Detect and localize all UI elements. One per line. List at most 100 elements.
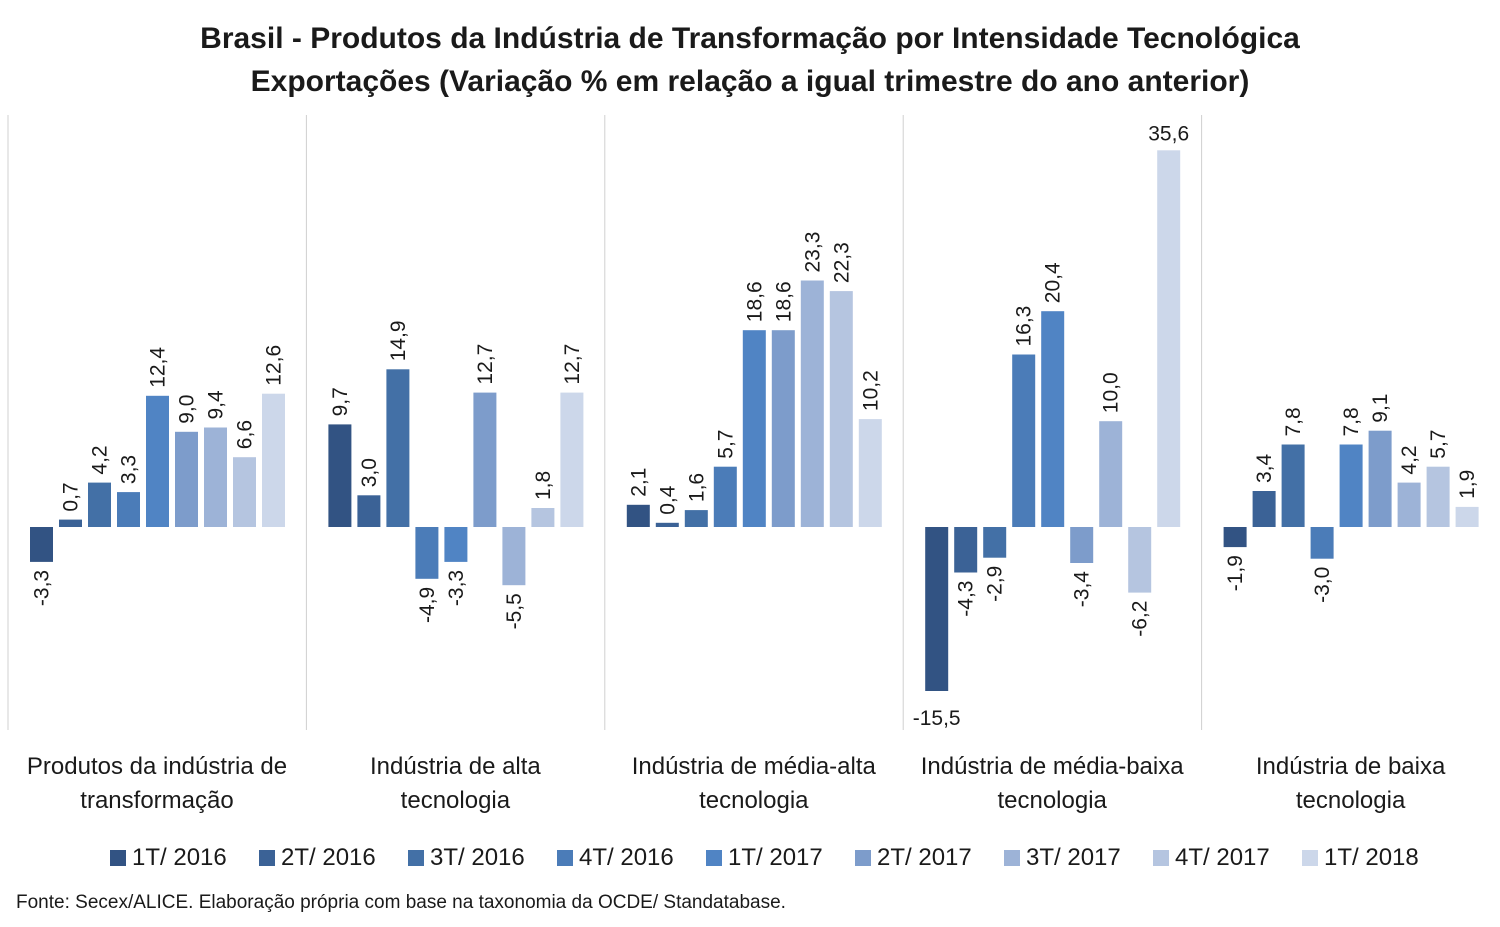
- data-label: 1,8: [532, 471, 555, 500]
- legend-item: 2T/ 2017: [855, 840, 972, 876]
- data-label: 9,1: [1369, 393, 1392, 422]
- bar: [531, 508, 555, 527]
- category-label-line: Indústria de média-baixa: [920, 753, 1184, 780]
- legend-swatch: [557, 850, 573, 866]
- category-label: Indústria de baixa tecnologia: [1202, 750, 1500, 818]
- legend-item: 4T/ 2017: [1153, 840, 1270, 876]
- data-label: 9,0: [176, 395, 199, 424]
- data-label: 2,1: [627, 468, 650, 497]
- bar: [1157, 150, 1181, 528]
- category-label: Produtos da indústria de transformação: [8, 750, 306, 818]
- legend-swatch: [1004, 850, 1020, 866]
- legend-label: 1T/ 2017: [728, 844, 823, 871]
- data-label: -1,9: [1224, 555, 1247, 591]
- legend-item: 1T/ 2017: [706, 840, 823, 876]
- bar: [357, 495, 381, 527]
- bar: [1070, 527, 1094, 563]
- legend-label: 1T/ 2018: [1324, 844, 1419, 871]
- data-label: 5,7: [1427, 429, 1450, 458]
- legend-swatch: [259, 850, 275, 866]
- legend-item: 4T/ 2016: [557, 840, 674, 876]
- category-label-line: Produtos da indústria de: [26, 753, 288, 780]
- bar: [1397, 482, 1421, 527]
- category-label-line: tecnologia: [1295, 787, 1406, 814]
- data-label: 12,7: [474, 344, 497, 385]
- bar: [1223, 527, 1247, 548]
- data-label: 20,4: [1042, 262, 1065, 303]
- bar: [30, 527, 53, 562]
- chart-title: Brasil - Produtos da Indústria de Transf…: [200, 22, 1300, 55]
- legend-label: 3T/ 2016: [430, 844, 525, 871]
- bar: [415, 527, 439, 579]
- category-label-line: Indústria de baixa: [1255, 753, 1446, 780]
- chart-legend: 1T/ 2016 2T/ 2016 3T/ 2016 4T/ 2016 1T/ 2017…: [0, 840, 1500, 876]
- data-label: 12,7: [561, 344, 584, 385]
- bar: [175, 431, 198, 527]
- bar: [444, 527, 468, 562]
- bar: [713, 466, 737, 527]
- legend-item: 3T/ 2016: [408, 840, 525, 876]
- bar: [1455, 506, 1479, 527]
- legend-swatch: [706, 850, 722, 866]
- bar: [146, 395, 169, 527]
- legend-item: 3T/ 2017: [1004, 840, 1121, 876]
- bar: [684, 510, 708, 527]
- data-label: 12,6: [263, 345, 286, 386]
- bar: [262, 393, 285, 527]
- bar: [1281, 444, 1305, 527]
- data-label: 4,2: [1398, 445, 1421, 474]
- category-label: Indústria de média-baixa tecnologia: [903, 750, 1201, 818]
- data-label: 0,4: [656, 485, 679, 515]
- bar: [328, 424, 352, 527]
- bar: [1252, 491, 1276, 527]
- source-note: Fonte: Secex/ALICE. Elaboração própria c…: [16, 892, 786, 913]
- bar: [1426, 466, 1450, 527]
- data-label: 18,6: [772, 281, 795, 322]
- legend-swatch: [855, 850, 871, 866]
- data-label: -4,9: [416, 587, 439, 623]
- data-label: 1,6: [685, 473, 708, 502]
- data-label: -2,9: [984, 566, 1007, 602]
- bar: [473, 392, 497, 527]
- bar: [1339, 444, 1363, 527]
- data-label: 3,3: [118, 455, 141, 484]
- bar: [204, 427, 227, 527]
- category-label-line: tecnologia: [400, 787, 511, 814]
- data-label: 3,0: [358, 458, 381, 487]
- data-label: 7,8: [1282, 407, 1305, 436]
- category-label-line: tecnologia: [997, 787, 1107, 814]
- data-label: -6,2: [1129, 601, 1152, 637]
- data-label: 9,7: [329, 387, 352, 416]
- bar: [386, 369, 410, 527]
- bar: [117, 492, 140, 527]
- bar: [858, 419, 882, 527]
- data-label: 1,9: [1456, 470, 1479, 499]
- data-label: -3,3: [31, 570, 54, 606]
- data-label: 0,7: [60, 482, 83, 511]
- legend-item: 1T/ 2018: [1302, 840, 1419, 876]
- data-label: 16,3: [1013, 306, 1036, 347]
- bar: [771, 330, 795, 527]
- bar: [502, 527, 526, 586]
- bar: [954, 527, 978, 573]
- legend-label: 1T/ 2016: [132, 844, 227, 871]
- data-label: 6,6: [234, 420, 257, 449]
- bar: [560, 392, 584, 527]
- legend-label: 3T/ 2017: [1026, 844, 1121, 871]
- category-label-line: transformação: [80, 787, 234, 814]
- bar: [742, 330, 766, 527]
- category-label-line: Indústria de alta: [370, 753, 541, 780]
- data-label: 35,6: [1148, 122, 1189, 145]
- legend-label: 4T/ 2017: [1175, 844, 1270, 871]
- category-label: Indústria de média-alta tecnologia: [605, 750, 903, 818]
- bar: [925, 527, 949, 691]
- data-label: 10,2: [859, 370, 882, 411]
- bar: [1041, 311, 1065, 527]
- bar: [983, 527, 1007, 558]
- category-label-line: tecnologia: [699, 787, 809, 814]
- data-label: 22,3: [830, 242, 853, 283]
- category-label: Indústria de alta tecnologia: [306, 750, 604, 818]
- legend-swatch: [110, 850, 126, 866]
- data-label: 4,2: [89, 445, 112, 474]
- data-label: 3,4: [1253, 453, 1276, 483]
